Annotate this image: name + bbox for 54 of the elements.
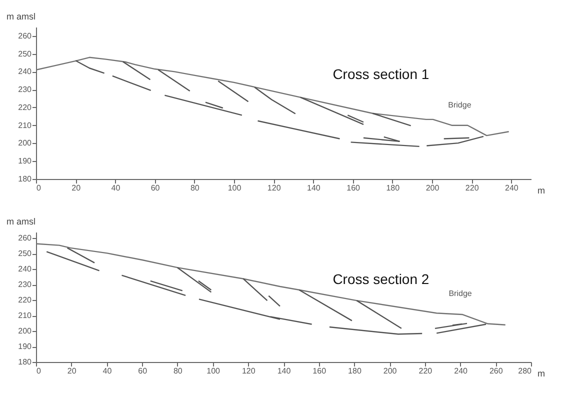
y-tick-label: 250 — [18, 249, 32, 258]
y-tick-label: 220 — [18, 102, 32, 112]
y-tick-label: 250 — [18, 49, 32, 58]
y-tick-label: 230 — [18, 85, 32, 94]
x-tick-label: 240 — [454, 366, 468, 376]
x-tick-label: 20 — [67, 366, 77, 376]
x-tick-label: 140 — [277, 366, 292, 376]
x-tick-label: 0 — [36, 184, 42, 192]
x-tick-label: 160 — [312, 366, 327, 376]
text: Cross section 2 — [332, 271, 430, 287]
y-axis-title: m amsl — [6, 12, 36, 22]
x-tick-label: 40 — [111, 184, 121, 192]
y-tick-label: 180 — [18, 174, 32, 184]
x-tick-label: 120 — [267, 184, 282, 192]
x-tick-label: 100 — [206, 366, 221, 376]
y-tick-label: 210 — [18, 311, 32, 320]
y-tick-label: 180 — [18, 358, 32, 366]
x-tick-label: 220 — [418, 366, 433, 376]
x-axis-title: m — [538, 186, 545, 196]
y-tick-label: 240 — [18, 264, 32, 274]
y-tick-label: 260 — [18, 31, 32, 40]
x-tick-label: 180 — [348, 366, 362, 376]
y-tick-label: 260 — [18, 234, 32, 243]
y-tick-label: 200 — [18, 326, 32, 336]
x-tick-label: 260 — [489, 366, 504, 376]
annotation: Bridge — [448, 289, 472, 298]
y-tick-label: 190 — [18, 342, 32, 352]
x-tick-label: 220 — [465, 184, 480, 192]
x-tick-label: 60 — [150, 184, 160, 192]
x-tick-label: 40 — [102, 366, 112, 376]
x-tick-label: 160 — [346, 184, 361, 192]
y-tick-label: 220 — [18, 296, 32, 305]
x-tick-label: 200 — [426, 184, 440, 192]
y-tick-label: 230 — [18, 280, 32, 290]
x-tick-label: 80 — [190, 184, 200, 192]
x-tick-label: 140 — [307, 184, 321, 192]
x-tick-label: 0 — [36, 366, 42, 376]
y-tick-label: 240 — [18, 67, 32, 76]
x-tick-label: 280 — [518, 366, 532, 376]
x-tick-label: 100 — [228, 184, 242, 192]
x-tick-label: 180 — [386, 184, 400, 192]
y-tick-label: 190 — [18, 156, 32, 166]
x-tick-label: 200 — [383, 366, 398, 376]
y-axis-title: m amsl — [6, 216, 36, 226]
annotation: Bridge — [448, 100, 472, 110]
x-tick-label: 20 — [72, 184, 82, 192]
x-axis-title: m — [538, 368, 545, 378]
x-tick-label: 80 — [173, 366, 183, 376]
x-tick-label: 240 — [505, 184, 519, 192]
y-tick-label: 210 — [18, 120, 32, 130]
x-tick-label: 60 — [138, 366, 148, 376]
y-tick-label: 200 — [18, 138, 32, 148]
text: Cross section 1 — [332, 66, 430, 82]
x-tick-label: 120 — [242, 366, 256, 376]
